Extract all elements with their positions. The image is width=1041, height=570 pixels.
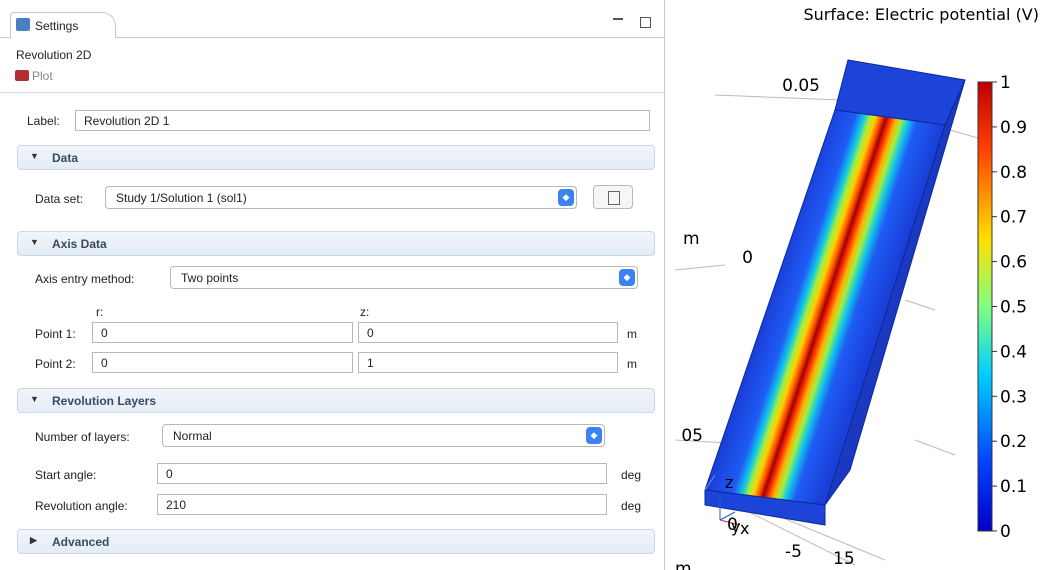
r-input[interactable]: 0 <box>92 352 353 373</box>
plot-icon <box>15 70 29 81</box>
page: {"panel": {"tab": "Settings", "node": "R… <box>0 0 1041 570</box>
column-label: z: <box>360 305 369 319</box>
r-input[interactable]: 0 <box>92 322 353 343</box>
colorbar-tick-label: 0.6 <box>1000 253 1027 273</box>
triad-label: z <box>725 473 733 492</box>
colorbar-tick-label: 0.1 <box>1000 477 1027 497</box>
column-label: r: <box>96 305 103 319</box>
colorbar-tick-label: 0.5 <box>1000 298 1027 318</box>
colorbar <box>978 82 992 531</box>
tab[interactable]: Settings <box>10 12 116 38</box>
field-label: Data set: <box>35 192 83 206</box>
z-input[interactable]: 1 <box>358 352 618 373</box>
layers-select[interactable]: Normal◆ <box>162 424 605 447</box>
field-label: Axis entry method: <box>35 272 134 286</box>
colorbar-tick-label: 0.8 <box>1000 163 1027 183</box>
section-header[interactable]: ▼Revolution Layers <box>17 388 655 413</box>
reload-icon <box>608 191 620 205</box>
section-header[interactable]: ▼Axis Data <box>17 231 655 256</box>
select-value: Study 1/Solution 1 (sol1) <box>116 191 247 205</box>
unit: m <box>627 327 637 341</box>
axis-label: 05 <box>681 426 703 446</box>
colorbar-tick-label: 0 <box>1000 522 1011 542</box>
colorbar-tick-label: 0.3 <box>1000 387 1027 407</box>
select-value: Two points <box>181 271 238 285</box>
maximize-icon[interactable] <box>640 17 651 28</box>
start-angle-input[interactable]: 0 <box>157 463 607 484</box>
revolution-angle-input[interactable]: 210 <box>157 494 607 515</box>
axis-label: 15 <box>833 549 855 569</box>
unit: deg <box>621 499 641 513</box>
axis-label: 0.05 <box>782 76 820 96</box>
unit: deg <box>621 468 641 482</box>
colorbar-tick-label: 1 <box>1000 73 1011 93</box>
section-title: Axis Data <box>52 237 107 251</box>
section-title: Revolution Layers <box>52 394 156 408</box>
section-header[interactable]: ▼Data <box>17 145 655 170</box>
label-input[interactable]: Revolution 2D 1 <box>75 110 650 131</box>
plot-view: Surface: Electric potential (V) 0.05 0 05 m m… <box>665 0 1041 570</box>
axis-label: 0 <box>742 248 753 268</box>
section-title: Advanced <box>52 535 109 549</box>
axis-unit: m <box>675 559 692 570</box>
dataset-select[interactable]: Study 1/Solution 1 (sol1)◆ <box>105 186 577 209</box>
label-caption: Label: <box>27 114 60 128</box>
field-label: Point 2: <box>35 357 76 371</box>
field-label: Revolution angle: <box>35 499 128 513</box>
colorbar-tick-label: 0.4 <box>1000 342 1027 362</box>
unit: m <box>627 357 637 371</box>
colorbar-tick-label: 0.7 <box>1000 208 1027 228</box>
axis-unit: m <box>683 229 700 249</box>
tab-icon <box>16 18 30 31</box>
plot-title: Surface: Electric potential (V) <box>804 5 1040 24</box>
reload-button[interactable] <box>593 185 633 209</box>
axis-label: -5 <box>785 542 802 562</box>
colorbar-tick-label: 0.2 <box>1000 432 1027 452</box>
field-label: Point 1: <box>35 327 76 341</box>
plot-button[interactable]: Plot <box>32 69 53 83</box>
settings-panel: Settings Revolution 2D Plot Label: Revol… <box>0 0 665 570</box>
triad-label: x <box>740 519 749 538</box>
front-face <box>705 110 945 505</box>
select-value: Normal <box>173 429 212 443</box>
field-label: Number of layers: <box>35 430 130 444</box>
section-title: Data <box>52 151 78 165</box>
section-header[interactable]: ▶Advanced <box>17 529 655 554</box>
separator <box>0 92 664 93</box>
minimize-icon[interactable] <box>613 18 623 20</box>
node-title: Revolution 2D <box>16 48 91 62</box>
field-label: Start angle: <box>35 468 96 482</box>
tab-title: Settings <box>35 19 78 33</box>
method-select[interactable]: Two points◆ <box>170 266 638 289</box>
z-input[interactable]: 0 <box>358 322 618 343</box>
colorbar-tick-label: 0.9 <box>1000 118 1027 138</box>
